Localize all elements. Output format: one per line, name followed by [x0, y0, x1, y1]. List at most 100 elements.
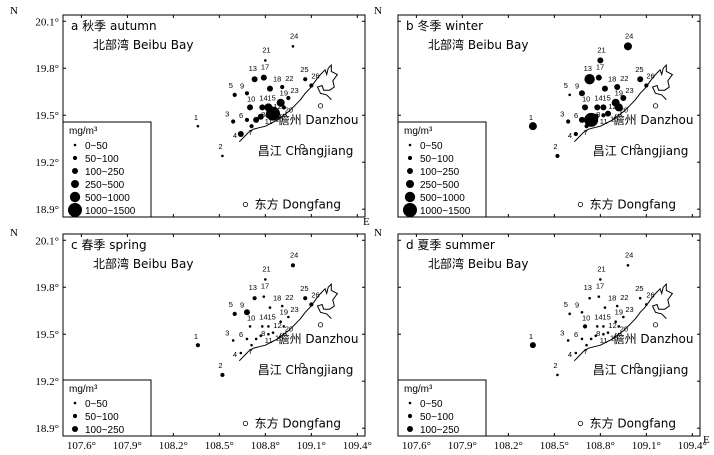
station-label-4: 4 [568, 131, 572, 140]
station-marker-14 [260, 325, 264, 328]
station-label-8: 8 [261, 329, 265, 338]
north-label-top-right: N [374, 5, 382, 17]
place-beibu-bay: 北部湾 Beibu Bay [93, 256, 194, 271]
station-label-23: 23 [625, 305, 633, 314]
station-label-5: 5 [564, 81, 568, 90]
place-changjiang: 昌江 Changjiang [593, 363, 689, 377]
y-tick-label: 18.9° [35, 204, 59, 216]
station-marker-2 [221, 154, 224, 158]
station-marker-9 [243, 309, 250, 316]
station-label-12: 12 [608, 321, 616, 330]
station-marker-9 [244, 91, 250, 96]
station-label-20: 20 [620, 324, 628, 333]
station-label-23: 23 [290, 305, 298, 314]
station-label-24: 24 [625, 31, 633, 40]
station-label-13: 13 [249, 64, 257, 73]
station-label-25: 25 [635, 284, 643, 293]
north-label-bottom-left: N [10, 227, 18, 239]
station-marker-21 [264, 278, 267, 281]
station-label-13: 13 [584, 283, 592, 292]
legend-swatch [408, 143, 412, 147]
station-marker-13 [251, 76, 258, 83]
station-label-17: 17 [261, 63, 269, 72]
legend-swatch [403, 203, 417, 217]
legend-label: 100~250 [85, 167, 125, 178]
place-dongfang: 东方 Dongfang [255, 415, 341, 430]
station-marker-15 [602, 325, 605, 328]
station-marker-24 [626, 264, 630, 267]
station-marker-6 [580, 337, 584, 341]
station-label-14: 14 [259, 93, 267, 102]
station-marker-9 [580, 310, 584, 314]
legend-swatch [406, 180, 414, 188]
station-marker-12 [602, 332, 605, 336]
station-marker-11 [594, 334, 598, 338]
legend: mg/m³ 0~50 50~100 100~250 250~500 500~1000 100… [397, 121, 487, 218]
station-marker-25 [303, 296, 308, 301]
station-marker-23 [620, 94, 627, 101]
x-tick-label: 107.9° [448, 440, 477, 452]
station-label-14: 14 [594, 93, 602, 102]
station-label-18: 18 [608, 294, 616, 303]
station-marker-10 [582, 104, 589, 111]
y-tick-label: 20.1° [35, 16, 59, 28]
station-marker-22 [280, 304, 284, 308]
station-label-21: 21 [597, 264, 605, 273]
station-label-19: 19 [615, 89, 623, 98]
town-marker-changjiang [299, 143, 305, 150]
station-label-7: 7 [584, 347, 588, 356]
legend-swatch [72, 168, 78, 174]
legend-unit: mg/m³ [404, 384, 433, 395]
station-marker-18 [603, 306, 607, 309]
station-label-5: 5 [564, 300, 568, 309]
legend-box [397, 379, 487, 437]
y-tick-label: 19.5° [35, 329, 59, 341]
station-label-18: 18 [608, 75, 616, 84]
station-label-8: 8 [596, 329, 600, 338]
panel-title: c 春季 spring [71, 238, 147, 252]
station-marker-17 [260, 74, 267, 81]
station-marker-17 [262, 295, 266, 298]
place-beibu-bay: 北部湾 Beibu Bay [428, 256, 529, 271]
town-marker-danzhou [317, 322, 324, 328]
station-marker-16 [271, 331, 275, 334]
station-label-12: 12 [273, 102, 281, 111]
station-marker-25 [303, 77, 308, 82]
station-label-11: 11 [265, 117, 273, 126]
station-marker-7 [250, 343, 253, 347]
station-label-10: 10 [582, 313, 590, 322]
station-marker-6 [578, 116, 585, 123]
x-tick-label: 108.5° [205, 440, 234, 452]
station-marker-4 [573, 131, 578, 137]
station-label-1: 1 [194, 113, 198, 122]
legend-box [62, 379, 152, 437]
station-label-22: 22 [285, 293, 293, 302]
station-label-17: 17 [596, 63, 604, 72]
town-marker-danzhou [652, 322, 659, 328]
x-tick-label: 108.5° [540, 440, 569, 452]
shared-axes: N N N N E E [10, 5, 710, 446]
place-danzhou: 儋州 Danzhou [613, 332, 694, 346]
station-marker-24 [291, 45, 295, 48]
station-marker-22 [615, 304, 619, 308]
x-tick-label: 109.4° [343, 440, 372, 452]
station-marker-20 [281, 105, 286, 110]
station-marker-5 [232, 92, 237, 97]
coastline [238, 63, 339, 143]
station-marker-14 [594, 104, 601, 111]
x-tick-label: 108.2° [159, 440, 188, 452]
y-tick-label: 19.8° [35, 282, 59, 294]
station-marker-3 [231, 119, 236, 124]
station-marker-4 [239, 351, 243, 355]
station-marker-8 [253, 116, 260, 123]
station-label-7: 7 [584, 128, 588, 137]
station-label-15: 15 [602, 312, 610, 321]
station-label-25: 25 [300, 65, 308, 74]
station-label-16: 16 [610, 334, 618, 343]
station-label-15: 15 [602, 93, 610, 102]
station-marker-11 [257, 113, 264, 120]
station-label-25: 25 [635, 65, 643, 74]
station-label-20: 20 [285, 105, 293, 114]
x-tick-label: 108.8° [251, 440, 280, 452]
station-marker-2 [220, 372, 225, 378]
